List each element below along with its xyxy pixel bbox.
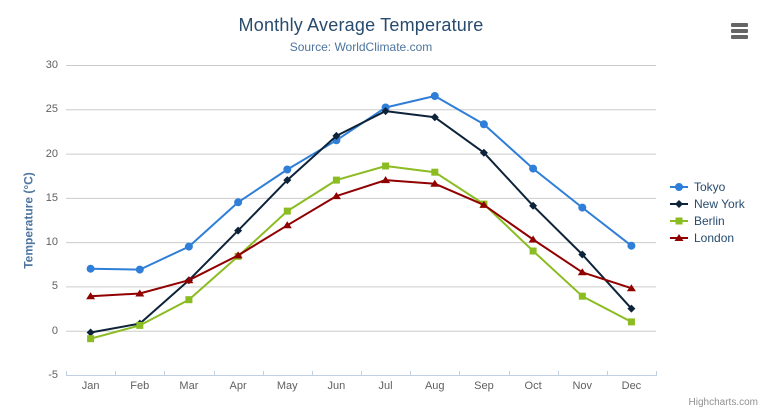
hamburger-bar: [731, 35, 748, 39]
diamond-marker-icon: [670, 199, 688, 208]
data-point-tokyo[interactable]: [135, 265, 144, 274]
data-point-berlin[interactable]: [529, 247, 537, 255]
data-point-berlin[interactable]: [382, 162, 390, 170]
data-point-tokyo[interactable]: [86, 264, 95, 273]
data-point-london[interactable]: [479, 200, 489, 208]
circle-marker-icon: [670, 182, 688, 191]
data-point-london[interactable]: [626, 284, 636, 292]
y-axis-label: 0: [51, 324, 58, 337]
data-point-tokyo[interactable]: [430, 92, 439, 100]
series-new-york[interactable]: [86, 107, 636, 337]
triangle-marker-icon: [670, 233, 688, 241]
data-point-london[interactable]: [577, 268, 587, 276]
legend-item-london[interactable]: London: [669, 229, 745, 246]
data-point-tokyo[interactable]: [283, 165, 292, 174]
y-axis-label: 15: [45, 191, 58, 204]
y-axis-label: 25: [45, 103, 58, 116]
x-axis-label: Feb: [130, 380, 150, 392]
data-point-new-york[interactable]: [283, 176, 292, 185]
legend-item-berlin[interactable]: Berlin: [669, 212, 745, 229]
data-point-berlin[interactable]: [185, 296, 193, 304]
hamburger-icon[interactable]: [731, 23, 748, 39]
hamburger-bar: [731, 29, 748, 33]
legend-label: Berlin: [694, 213, 725, 228]
y-axis-label: 5: [51, 280, 58, 293]
y-axis-label: 30: [45, 59, 58, 71]
x-axis-label: Jun: [327, 380, 346, 392]
data-point-berlin[interactable]: [87, 335, 95, 343]
data-point-berlin[interactable]: [431, 168, 439, 176]
x-axis-label: Oct: [524, 380, 542, 392]
data-point-london[interactable]: [233, 251, 243, 259]
x-axis-label: Jan: [81, 380, 100, 392]
x-axis-label: Aug: [424, 380, 445, 392]
data-point-tokyo[interactable]: [184, 242, 193, 251]
x-axis-label: Nov: [572, 380, 593, 392]
square-marker-icon: [670, 217, 688, 224]
hamburger-bar: [731, 23, 748, 27]
data-point-berlin[interactable]: [136, 321, 144, 329]
data-point-tokyo[interactable]: [234, 198, 243, 207]
highcharts-credits[interactable]: Highcharts.com: [688, 397, 758, 408]
series-line-london: [90, 179, 632, 298]
y-axis-label: -5: [48, 369, 58, 381]
data-point-new-york[interactable]: [430, 113, 439, 122]
data-point-tokyo[interactable]: [479, 120, 488, 129]
data-point-london[interactable]: [430, 179, 440, 187]
data-point-london[interactable]: [381, 176, 391, 184]
data-point-london[interactable]: [331, 192, 341, 200]
y-axis-title: Temperature (°C): [21, 172, 36, 269]
x-axis-label: Sep: [474, 380, 494, 392]
legend-label: London: [694, 230, 735, 245]
x-axis-label: May: [276, 380, 298, 392]
legend-item-tokyo[interactable]: Tokyo: [669, 178, 745, 195]
x-axis-label: Dec: [621, 380, 642, 392]
legend: Tokyo New York Berlin London: [669, 178, 745, 246]
data-point-tokyo[interactable]: [627, 241, 636, 250]
data-point-berlin[interactable]: [578, 292, 586, 300]
data-point-new-york[interactable]: [86, 328, 95, 337]
data-point-tokyo[interactable]: [529, 164, 538, 173]
x-axis-label: Jul: [378, 380, 393, 392]
series-tokyo[interactable]: [86, 92, 636, 274]
chart-subtitle: Source: WorldClimate.com: [289, 40, 433, 54]
data-point-berlin[interactable]: [627, 318, 635, 326]
series-london[interactable]: [86, 176, 636, 300]
series-line-berlin: [90, 165, 632, 340]
data-point-london[interactable]: [184, 276, 194, 284]
data-point-new-york[interactable]: [479, 148, 488, 157]
data-point-london[interactable]: [528, 235, 538, 243]
data-point-tokyo[interactable]: [578, 203, 587, 212]
y-axis-label: 20: [45, 147, 58, 160]
x-axis-label: Apr: [229, 380, 247, 392]
data-point-london[interactable]: [135, 289, 145, 297]
data-point-new-york[interactable]: [627, 304, 636, 313]
x-axis-label: Mar: [179, 380, 199, 392]
series-line-tokyo: [90, 95, 633, 271]
data-point-new-york[interactable]: [234, 226, 243, 235]
data-point-berlin[interactable]: [283, 207, 291, 215]
legend-label: New York: [694, 196, 745, 211]
data-point-berlin[interactable]: [332, 176, 340, 184]
legend-item-new-york[interactable]: New York: [669, 195, 745, 212]
data-point-london[interactable]: [86, 292, 96, 300]
y-axis-label: 10: [45, 236, 58, 249]
chart-title: Monthly Average Temperature: [238, 15, 484, 35]
data-point-new-york[interactable]: [529, 201, 538, 210]
data-point-new-york[interactable]: [381, 107, 390, 116]
data-point-new-york[interactable]: [578, 250, 587, 259]
data-point-new-york[interactable]: [332, 131, 341, 140]
data-point-london[interactable]: [282, 221, 292, 229]
legend-label: Tokyo: [694, 179, 726, 194]
series-line-new-york: [90, 110, 633, 334]
